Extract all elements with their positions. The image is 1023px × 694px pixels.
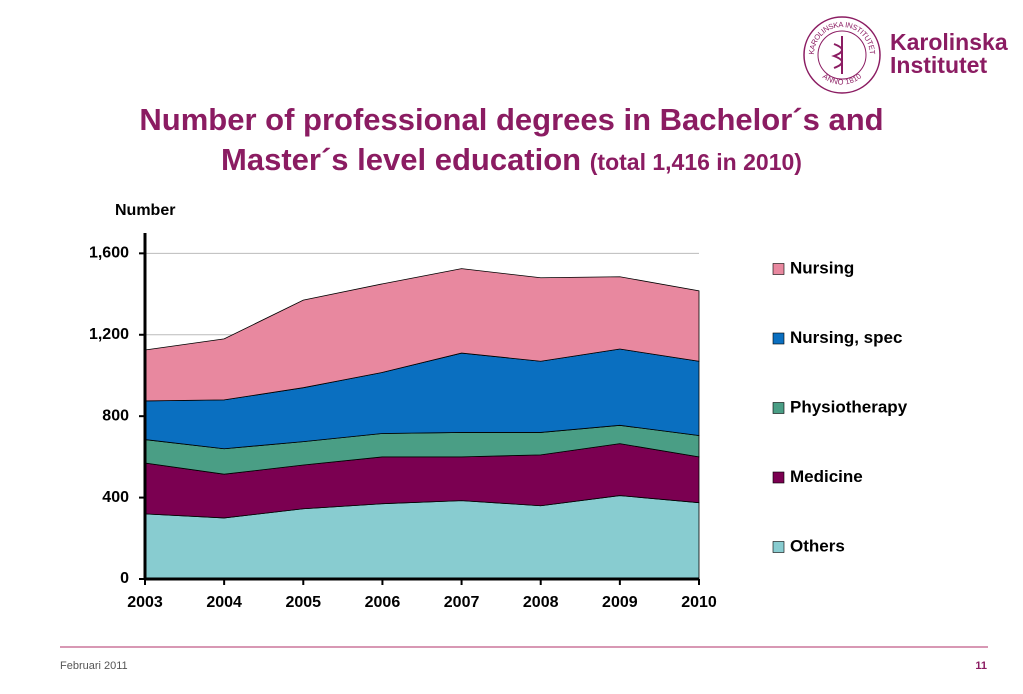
legend-label: Physiotherapy — [790, 397, 908, 416]
footer-date: Februari 2011 — [60, 660, 128, 672]
y-tick-label: 1,600 — [89, 245, 129, 262]
logo-name: Institutet — [890, 52, 987, 78]
logo-seal-inner — [817, 30, 867, 80]
legend-label: Others — [790, 536, 845, 555]
x-tick-label: 2006 — [365, 594, 401, 611]
legend-label: Medicine — [790, 467, 863, 486]
x-tick-label: 2003 — [127, 594, 163, 611]
y-tick-label: 800 — [102, 407, 129, 424]
x-tick-label: 2004 — [206, 594, 242, 611]
logo-seal — [803, 16, 881, 94]
legend-swatch — [772, 332, 785, 345]
legend-swatch — [772, 263, 785, 275]
y-tick-label: 0 — [120, 570, 129, 587]
x-tick-label: 2007 — [444, 594, 480, 611]
x-tick-label: 2009 — [602, 594, 638, 611]
x-tick-label: 2010 — [681, 594, 717, 611]
title-wrap: Number of professional degrees in Bachel… — [92, 100, 932, 182]
x-tick-label: 2008 — [523, 594, 559, 611]
area — [144, 268, 700, 402]
y-tick-label: 400 — [102, 489, 129, 506]
chart-subtitle: (total 1,416 in 2010) — [589, 149, 802, 175]
page-number: 11 — [975, 660, 987, 672]
legend-swatch — [772, 402, 785, 414]
legend-label: Nursing, spec — [790, 328, 902, 347]
legend-swatch — [772, 541, 785, 553]
logo-emblem — [831, 36, 843, 74]
chart-title: Number of professional degrees in Bachel… — [139, 102, 884, 177]
y-axis-label: Number — [115, 202, 175, 219]
legend-swatch — [772, 471, 785, 484]
logo-name: Karolinska — [890, 29, 1008, 55]
y-tick-label: 1,200 — [89, 326, 129, 343]
legend-label: Nursing — [790, 258, 854, 277]
x-tick-label: 2005 — [285, 594, 321, 611]
title-block: Number of professional degrees in Bachel… — [0, 100, 1023, 182]
